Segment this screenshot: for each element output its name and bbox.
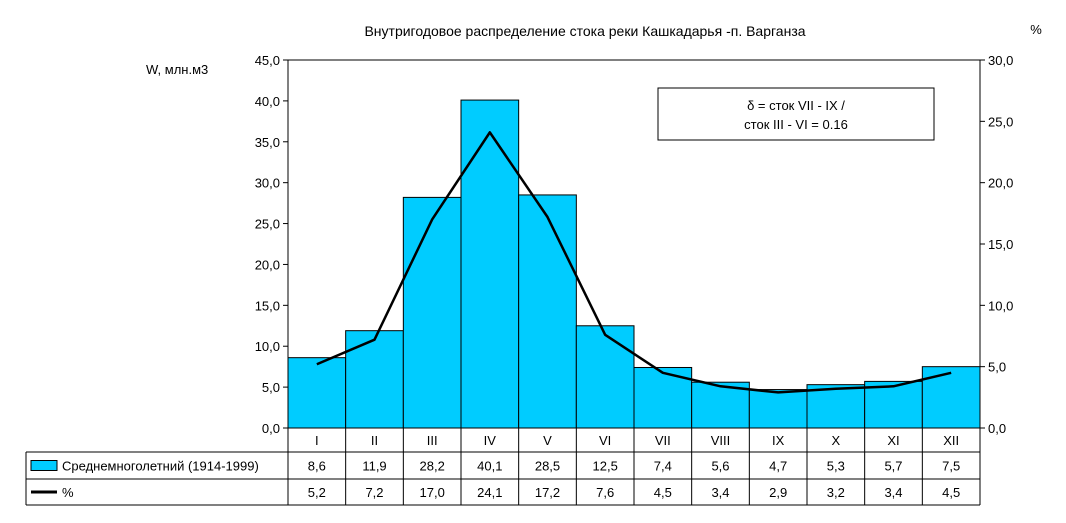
data-value-label: 8,6 [308,459,326,474]
data-value-label: 7,6 [596,485,614,500]
category-label: IV [484,433,497,448]
data-value-label: 11,9 [362,459,386,474]
left-tick-label: 15,0 [255,298,280,313]
bar [402,196,462,429]
data-value-label: 4,7 [769,459,787,474]
legend-label: Среднемноголетний (1914-1999) [62,459,259,474]
bar [575,325,635,429]
category-label: XI [887,433,899,448]
left-tick-label: 40,0 [255,94,280,109]
bar [518,194,577,429]
data-value-label: 17,2 [535,485,560,500]
category-label: VI [599,433,611,448]
category-label: XII [943,433,959,448]
bar [287,357,347,429]
right-tick-label: 20,0 [988,176,1013,191]
category-label: III [427,433,438,448]
data-value-label: 12,5 [593,459,618,474]
data-value-label: 5,6 [711,459,729,474]
category-label: I [315,433,319,448]
left-tick-label: 35,0 [255,135,280,150]
annotation-box: δ = сток VII - IX / сток III - VI = 0.16 [657,87,935,141]
category-label: V [543,433,552,448]
data-value-label: 5,7 [884,459,902,474]
data-value-label: 17,0 [420,485,445,500]
category-label: II [371,433,378,448]
percent-line [316,131,952,394]
data-value-label: 7,4 [654,459,672,474]
data-value-label: 7,2 [365,485,383,500]
annotation-line-1: δ = сток VII - IX / [747,98,845,113]
category-label: VII [655,433,671,448]
bar [921,366,981,429]
left-tick-label: 30,0 [255,176,280,191]
data-value-label: 4,5 [942,485,960,500]
data-value-label: 5,3 [827,459,845,474]
data-value-label: 28,5 [535,459,560,474]
left-tick-label: 10,0 [255,339,280,354]
bar [748,389,808,429]
data-value-label: 40,1 [477,459,502,474]
right-tick-label: 0,0 [988,421,1006,436]
bar [460,99,520,429]
legend-swatch-bar [30,460,58,471]
left-tick-label: 25,0 [255,217,280,232]
right-tick-label: 5,0 [988,360,1006,375]
left-tick-label: 0,0 [262,421,280,436]
axes: 0,0 5,0 10,0 15,0 20,0 25,0 30,0 35,0 40,0 45,0 0,… [255,53,1014,436]
right-tick-label: 30,0 [988,53,1013,68]
left-tick-label: 5,0 [262,380,280,395]
bar [864,380,923,429]
right-tick-label: 25,0 [988,114,1013,129]
annotation-line-2: сток III - VI = 0.16 [744,117,848,132]
right-tick-label: 15,0 [988,237,1013,252]
bar [345,330,404,429]
left-tick-label: 20,0 [255,257,280,272]
data-value-label: 7,5 [942,459,960,474]
data-value-label: 5,2 [308,485,326,500]
data-value-label: 3,2 [827,485,845,500]
data-value-label: 24,1 [477,485,502,500]
legend-label: % [62,485,74,500]
left-axis-label: W, млн.м3 [146,62,208,77]
left-tick-label: 45,0 [255,53,280,68]
data-value-label: 2,9 [769,485,787,500]
data-table: I II III IV V VI VII VIII IX X XI XIIСреднемноголет… [25,427,981,506]
data-value-label: 3,4 [711,485,729,500]
category-label: IX [772,433,785,448]
chart-title: Внутригодовое распределение стока реки К… [364,23,805,39]
data-value-label: 4,5 [654,485,672,500]
data-value-label: 28,2 [420,459,445,474]
category-label: X [831,433,840,448]
right-tick-label: 10,0 [988,298,1013,313]
data-value-label: 3,4 [884,485,902,500]
category-label: VIII [711,433,731,448]
right-axis-label: % [1030,22,1042,37]
